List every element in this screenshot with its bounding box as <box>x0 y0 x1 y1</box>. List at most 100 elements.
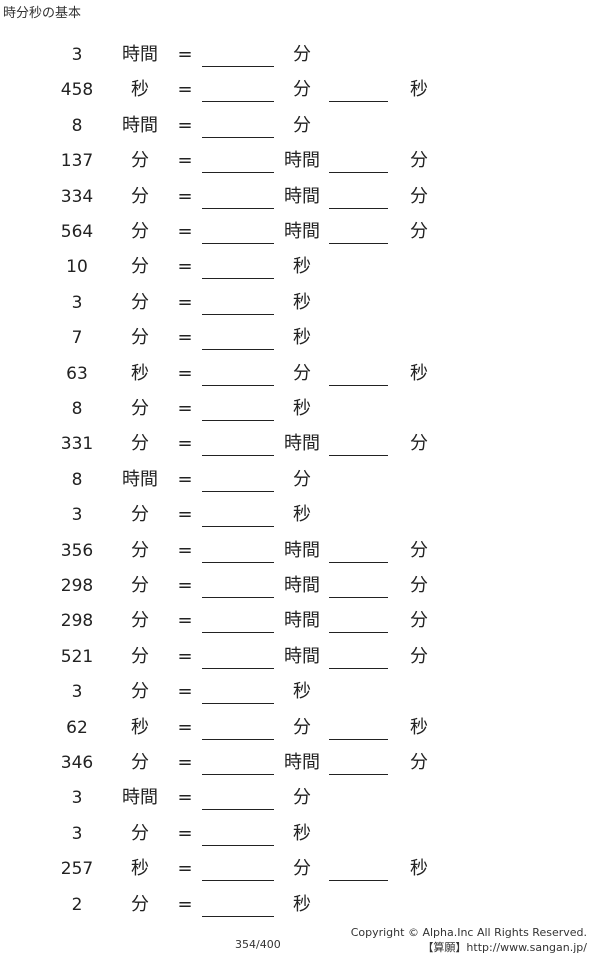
answer-blank-2[interactable] <box>329 597 388 598</box>
site-link[interactable]: 【算願】http://www.sangan.jp/ <box>422 941 587 954</box>
answer-blank-2[interactable] <box>329 561 388 563</box>
given-number: 356 <box>60 540 94 561</box>
answer-unit: 秒 <box>293 327 311 349</box>
answer-blank[interactable] <box>202 561 274 563</box>
given-unit: 分 <box>131 185 149 207</box>
given-number: 331 <box>60 434 94 455</box>
problem-row: 7 分 = 秒 <box>0 320 600 356</box>
answer-unit: 時間 <box>284 433 320 455</box>
answer-blank[interactable] <box>202 597 274 598</box>
answer-blank[interactable] <box>202 207 274 209</box>
given-number: 63 <box>66 363 88 384</box>
answer-unit: 秒 <box>293 291 311 313</box>
answer-unit-2: 分 <box>410 150 428 172</box>
answer-blank[interactable] <box>202 349 274 351</box>
answer-unit: 分 <box>293 716 311 738</box>
answer-unit: 時間 <box>284 752 320 773</box>
answer-blank-2[interactable] <box>329 880 388 882</box>
answer-blank[interactable] <box>202 774 274 775</box>
given-unit: 分 <box>131 327 149 349</box>
equals-sign: = <box>177 681 193 703</box>
problem-row: 564 分 = 時間 分 <box>0 214 600 250</box>
given-number: 298 <box>60 576 94 596</box>
answer-blank[interactable] <box>202 809 274 811</box>
problem-row: 3 分 = 秒 <box>0 497 600 533</box>
answer-unit-2: 分 <box>410 185 428 207</box>
given-unit: 分 <box>131 256 149 278</box>
page-number: 354/400 <box>235 938 281 951</box>
equals-sign: = <box>177 575 193 596</box>
equals-sign: = <box>177 150 193 172</box>
answer-blank[interactable] <box>202 738 274 740</box>
given-number: 3 <box>71 45 83 65</box>
answer-blank[interactable] <box>202 632 274 634</box>
answer-unit-2: 分 <box>410 433 428 455</box>
problem-row: 334 分 = 時間 分 <box>0 179 600 215</box>
equals-sign: = <box>177 893 193 915</box>
equals-sign: = <box>177 858 193 880</box>
answer-blank[interactable] <box>202 703 274 705</box>
answer-unit-2: 秒 <box>410 362 428 384</box>
problem-row: 3 時間 = 分 <box>0 37 600 73</box>
given-unit: 分 <box>131 221 149 242</box>
problem-row: 137 分 = 時間 分 <box>0 143 600 179</box>
answer-unit: 秒 <box>293 893 311 915</box>
answer-blank-2[interactable] <box>329 101 388 103</box>
answer-unit-2: 秒 <box>410 716 428 738</box>
equals-sign: = <box>177 645 193 667</box>
answer-blank[interactable] <box>202 66 274 67</box>
answer-blank[interactable] <box>202 243 274 244</box>
given-number: 298 <box>60 611 94 632</box>
given-number: 3 <box>71 292 83 313</box>
answer-unit: 分 <box>293 468 311 490</box>
given-unit: 分 <box>131 433 149 455</box>
answer-blank-2[interactable] <box>329 667 388 669</box>
equals-sign: = <box>177 44 193 65</box>
answer-blank-2[interactable] <box>329 455 388 457</box>
answer-unit-2: 秒 <box>410 79 428 101</box>
answer-unit: 時間 <box>284 185 320 207</box>
answer-unit-2: 分 <box>410 610 428 632</box>
problem-row: 257 秒 = 分 秒 <box>0 851 600 887</box>
problem-row: 3 分 = 秒 <box>0 285 600 321</box>
answer-blank[interactable] <box>202 101 274 103</box>
answer-blank[interactable] <box>202 667 274 669</box>
copyright-text: Copyright © Alpha.Inc All Rights Reserve… <box>350 926 587 939</box>
given-unit: 時間 <box>122 114 158 136</box>
answer-unit: 分 <box>293 114 311 136</box>
given-unit: 時間 <box>122 468 158 490</box>
given-number: 2 <box>71 894 83 915</box>
answer-blank-2[interactable] <box>329 172 388 174</box>
given-number: 8 <box>71 469 83 490</box>
answer-blank-2[interactable] <box>329 243 388 244</box>
answer-blank-2[interactable] <box>329 774 388 775</box>
answer-blank-2[interactable] <box>329 738 388 740</box>
answer-blank-2[interactable] <box>329 632 388 634</box>
answer-blank[interactable] <box>202 455 274 457</box>
answer-blank[interactable] <box>202 844 274 846</box>
answer-blank[interactable] <box>202 526 274 528</box>
answer-unit-2: 秒 <box>410 858 428 880</box>
answer-unit: 時間 <box>284 610 320 632</box>
answer-blank-2[interactable] <box>329 384 388 386</box>
equals-sign: = <box>177 610 193 632</box>
given-unit: 秒 <box>131 858 149 880</box>
answer-blank[interactable] <box>202 172 274 174</box>
given-unit: 分 <box>131 398 149 419</box>
problem-row: 356 分 = 時間 分 <box>0 533 600 569</box>
answer-blank[interactable] <box>202 313 274 315</box>
answer-blank[interactable] <box>202 915 274 917</box>
answer-blank[interactable] <box>202 880 274 882</box>
answer-blank[interactable] <box>202 490 274 492</box>
answer-blank[interactable] <box>202 420 274 421</box>
answer-blank-2[interactable] <box>329 207 388 209</box>
answer-blank[interactable] <box>202 278 274 280</box>
answer-blank[interactable] <box>202 136 274 138</box>
given-unit: 分 <box>131 681 149 703</box>
given-number: 334 <box>60 186 94 207</box>
answer-unit-2: 分 <box>410 575 428 596</box>
answer-blank[interactable] <box>202 384 274 386</box>
given-number: 8 <box>71 399 83 419</box>
equals-sign: = <box>177 79 193 101</box>
given-unit: 分 <box>131 291 149 313</box>
